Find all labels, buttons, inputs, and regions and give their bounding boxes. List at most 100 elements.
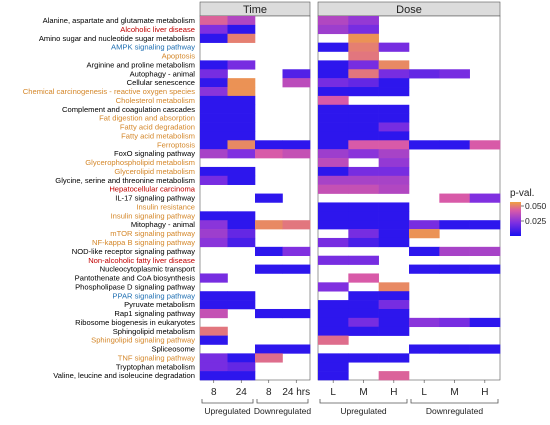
heatmap-cell-dose <box>348 24 379 35</box>
heatmap-cell-time <box>227 131 256 141</box>
heatmap-cell-time <box>227 33 256 43</box>
heatmap-cell-time <box>200 371 228 381</box>
heatmap-cell-time <box>255 149 283 159</box>
heatmap-cell-dose <box>378 122 410 132</box>
group-label: Downregulated <box>254 406 311 416</box>
heatmap-cell-time <box>200 229 228 239</box>
x-tick-label-time: 8 <box>211 387 217 398</box>
heatmap-cell-time <box>200 308 228 319</box>
pval-legend: p-val. 0.050 0.025 <box>510 188 547 236</box>
heatmap-cell-dose <box>318 113 349 123</box>
row-label: Fatty acid degradation <box>120 123 195 132</box>
heatmap-cell-dose <box>378 282 410 292</box>
heatmap-cell-dose <box>378 60 410 70</box>
heatmap-cell-dose <box>318 158 349 168</box>
heatmap-cell-dose <box>348 149 379 159</box>
heatmap-cell-dose <box>378 317 410 328</box>
heatmap-cell-dose <box>318 60 349 70</box>
heatmap-cell-time <box>227 353 256 363</box>
group-bracket <box>319 399 408 404</box>
heatmap-cell-time <box>227 211 256 221</box>
row-label: Sphingolipid metabolism <box>113 327 195 336</box>
heatmap-cell-time <box>227 95 256 106</box>
heatmap-cell-dose <box>378 140 410 150</box>
heatmap-cell-dose <box>409 264 440 274</box>
heatmap-cell-time <box>227 140 256 150</box>
row-label: Amino sugar and nucleotide sugar metabol… <box>39 34 195 43</box>
heatmap-cell-dose <box>348 16 379 26</box>
heatmap-cell-dose <box>318 317 349 328</box>
heatmap-cell-time <box>227 122 256 132</box>
heatmap-cell-dose <box>318 308 349 319</box>
heatmap-cell-dose <box>378 353 410 363</box>
heatmap-cell-dose <box>348 51 379 61</box>
heatmap-cell-time <box>282 149 311 159</box>
x-tick-label-dose: M <box>450 387 458 398</box>
heatmap-cell-dose <box>318 237 349 248</box>
heatmap-cell-dose <box>318 16 349 26</box>
heatmap-cell-time <box>200 87 228 97</box>
heatmap-cell-dose <box>318 326 349 336</box>
heatmap-cell-time <box>282 308 311 319</box>
row-label: PPAR signaling pathway <box>112 291 195 300</box>
heatmap-cell-dose <box>318 175 349 185</box>
heatmap-cell-time <box>200 175 228 185</box>
heatmap-cell-time <box>200 16 228 26</box>
heatmap-cell-time <box>255 193 283 203</box>
heatmap-cell-dose <box>318 24 349 35</box>
heatmap-cell-dose <box>378 131 410 141</box>
row-label: Glycerolipid metabolism <box>114 167 195 176</box>
heatmap-cell-time <box>200 33 228 43</box>
heatmap-cell-time <box>200 291 228 301</box>
heatmap-cell-dose <box>439 69 470 79</box>
heatmap-cell-dose <box>348 353 379 363</box>
legend-title: p-val. <box>510 188 534 199</box>
heatmap-cell-time <box>200 69 228 79</box>
cells-time <box>200 16 311 381</box>
heatmap-cell-dose <box>318 69 349 79</box>
row-label: Rap1 signaling pathway <box>114 309 195 318</box>
heatmap-cell-time <box>255 344 283 354</box>
heatmap-cell-dose <box>409 317 440 328</box>
heatmap-cell-dose <box>469 317 501 328</box>
heatmap-cell-time <box>227 104 256 114</box>
row-label: Non-alcoholic fatty liver disease <box>88 256 195 265</box>
row-label: Sphingolipid signaling pathway <box>91 336 195 345</box>
heatmap-cell-dose <box>348 300 379 310</box>
heatmap-cell-time <box>227 16 256 26</box>
heatmap-cell-dose <box>378 220 410 230</box>
row-label: Fatty acid metabolism <box>121 131 195 140</box>
heatmap-cell-dose <box>318 149 349 159</box>
heatmap-cell-dose <box>348 291 379 301</box>
row-label: Cellular senescence <box>127 78 195 87</box>
heatmap-cell-dose <box>378 104 410 114</box>
heatmap-cell-dose <box>378 149 410 159</box>
row-label: FoxO signaling pathway <box>114 149 195 158</box>
heatmap-cell-dose <box>348 69 379 79</box>
heatmap-cell-dose <box>469 193 501 203</box>
heatmap-cell-time <box>227 362 256 372</box>
heatmap-cell-time <box>227 237 256 248</box>
heatmap-cell-time <box>200 335 228 345</box>
heatmap-cell-dose <box>409 246 440 257</box>
row-label: Hepatocellular carcinoma <box>109 185 195 194</box>
row-label: Mitophagy - animal <box>131 220 195 229</box>
heatmap-cell-time <box>200 24 228 35</box>
row-label: Spliceosome <box>152 345 195 354</box>
heatmap-cell-dose <box>439 140 470 150</box>
heatmap-cell-time <box>200 273 228 283</box>
heatmap-cell-time <box>227 149 256 159</box>
heatmap-cell-dose <box>348 237 379 248</box>
heatmap-cell-time <box>255 308 283 319</box>
row-label: Alanine, aspartate and glutamate metabol… <box>43 16 195 25</box>
heatmap-cell-dose <box>439 193 470 203</box>
heatmap-cell-dose <box>348 308 379 319</box>
heatmap-cell-time <box>200 78 228 88</box>
heatmap-cell-time <box>200 220 228 230</box>
heatmap-cell-dose <box>318 211 349 221</box>
heatmap-cell-time <box>227 24 256 35</box>
legend-tick-label-0025: 0.025 <box>525 216 547 226</box>
heatmap-cell-dose <box>378 326 410 336</box>
heatmap-cell-dose <box>378 78 410 88</box>
